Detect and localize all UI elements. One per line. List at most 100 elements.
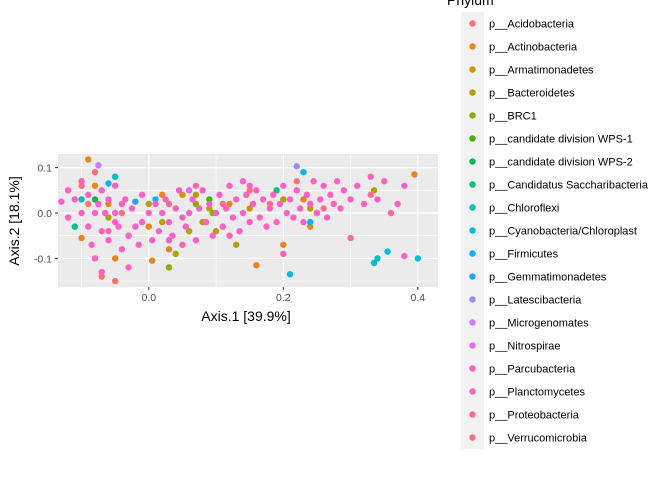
y-tick-label: -0.1 [34,253,52,265]
legend-key-point [469,273,476,280]
data-point [337,205,344,212]
data-point [280,196,287,203]
legend-key-point [469,250,476,257]
data-point [179,214,186,221]
data-point [98,187,105,194]
data-point [152,200,159,208]
x-tick-label: 0.2 [276,292,291,304]
data-point [58,198,65,205]
x-axis-ticks: 0.0 0.2 0.4 [141,287,425,304]
data-point [105,180,112,187]
data-point [175,187,183,194]
data-point [236,227,243,235]
data-point [367,173,374,180]
data-point [280,182,287,189]
data-point [125,232,132,239]
data-point [162,196,169,203]
legend-entry-label: p__Chloroflexi [489,203,559,215]
legend-entry-label: p__Planctomycetes [489,387,585,399]
data-point [135,241,142,248]
data-point [300,168,307,176]
data-point [263,223,270,230]
legend-key-point [469,158,476,165]
data-point [380,178,388,185]
data-point [165,246,173,253]
data-point [209,232,216,239]
data-point [128,205,136,212]
data-point [303,191,311,199]
data-point [148,237,156,244]
data-point [115,223,122,230]
data-point [101,209,109,217]
data-point [401,252,408,260]
data-point [189,196,196,203]
data-point [333,178,341,185]
data-point [286,196,294,203]
data-point [360,200,368,208]
data-point [246,182,253,189]
data-point [307,223,314,230]
legend-key-point [469,135,476,142]
legend-entry-label: p__Bacteroidetes [489,88,575,100]
data-point [222,205,230,212]
data-point [266,205,274,212]
data-point [394,200,401,208]
y-axis-label: Axis.2 [18.1%] [6,176,22,266]
data-point [330,200,337,208]
data-point [111,182,119,189]
data-point [95,162,102,169]
data-point [310,178,317,185]
data-point [185,187,193,194]
data-point [85,156,92,163]
data-point [347,234,354,242]
data-point [273,218,280,226]
legend-entry-label: p__candidate division WPS-2 [489,157,633,169]
legend-key-point [469,434,476,441]
data-point [212,209,220,217]
data-point [85,200,92,208]
legend-key-point [469,112,476,119]
data-point [270,191,277,199]
data-point [320,182,327,189]
data-point [165,237,173,244]
data-point [105,237,112,244]
legend-key-point [469,204,476,211]
data-point [243,191,250,199]
data-point [159,209,166,217]
legend-key-point [469,296,476,303]
data-point [233,196,240,203]
data-point [78,234,85,242]
legend-entry-label: p__Parcubacteria [489,364,576,376]
data-point [239,178,247,185]
y-tick-label: 0.0 [37,208,52,220]
legend-entry-label: p__Verrucomicrobia [489,433,588,445]
legend-entry-label: p__Nitrospirae [489,341,561,353]
data-point [249,200,257,208]
data-point [323,214,331,221]
data-point [185,227,193,235]
data-point [256,214,263,221]
data-point [246,218,253,226]
data-point [387,209,395,217]
data-points [58,156,422,285]
data-point [125,264,132,271]
legend-entry-label: p__Firmicutes [489,249,559,261]
data-point [283,209,290,217]
data-point [98,268,105,276]
data-point [179,241,186,248]
data-point [246,205,253,212]
data-point [145,209,152,217]
data-point [132,223,139,230]
legend-entry-label: p__Actinobacteria [489,42,578,54]
data-point [293,187,300,194]
data-point [85,223,92,230]
legend-key-point [469,20,476,27]
legend-entry-label: p__candidate division WPS-1 [489,134,633,146]
data-point [159,218,166,226]
data-point [300,218,307,226]
legend-entry-label: p__Latescibacteria [489,295,582,307]
data-point [182,223,189,230]
data-point [88,241,95,248]
data-point [307,218,314,226]
